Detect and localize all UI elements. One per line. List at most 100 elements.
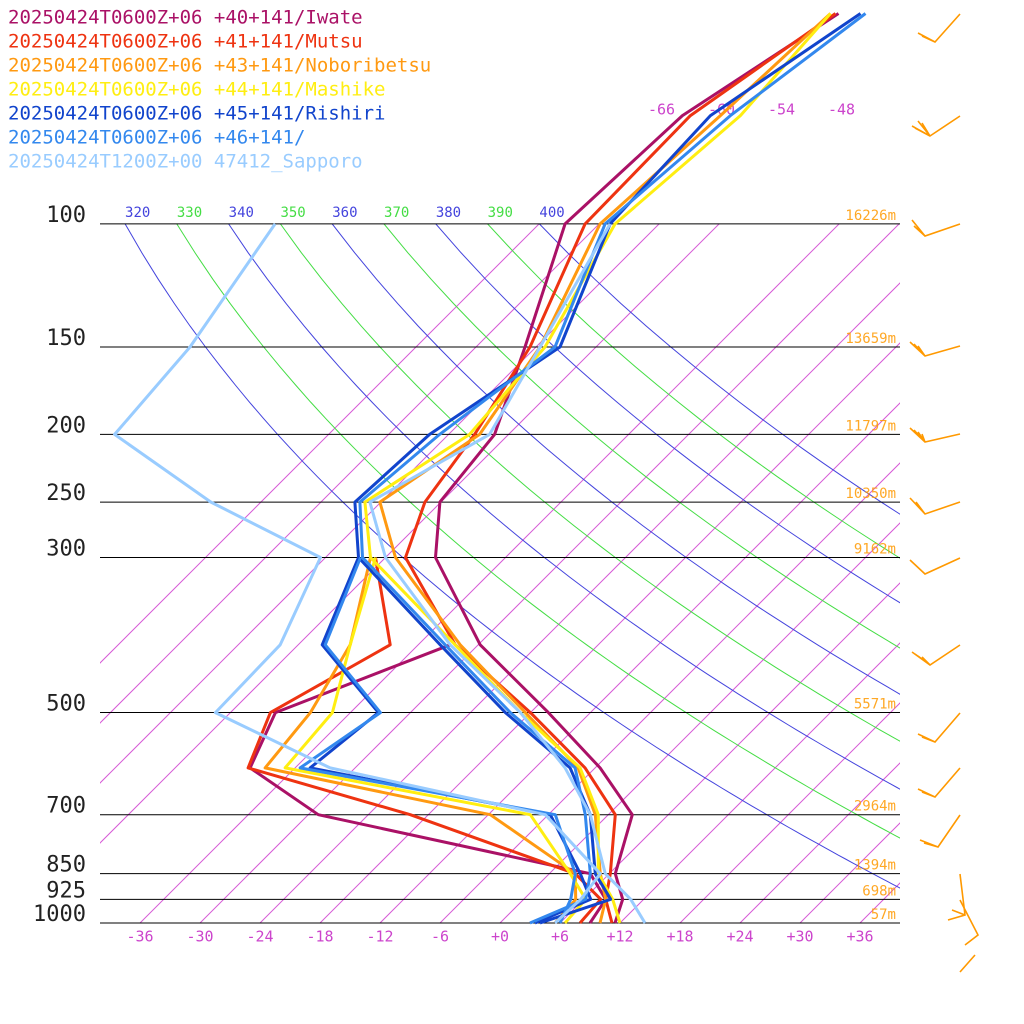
temperature-line	[434, 12, 840, 924]
dry-adiabat	[487, 224, 900, 559]
isotherm	[859, 882, 900, 923]
legend-entry: 20250424T0600Z+06 +40+141/Iwate	[8, 7, 363, 29]
theta-label: 360	[332, 205, 357, 221]
x-tick-label: +0	[491, 928, 509, 946]
x-tick-label: -24	[246, 928, 273, 946]
isotherm	[100, 224, 600, 724]
wind-barb	[909, 557, 961, 575]
dewpoint-line	[246, 557, 603, 924]
isotherm	[799, 822, 900, 923]
wind-barb	[919, 814, 961, 848]
theta-label: 320	[125, 205, 150, 221]
dewpoint-line	[298, 556, 577, 924]
legend-entry: 20250424T0600Z+06 +41+141/Mutsu	[8, 31, 363, 53]
height-label: 9162m	[854, 541, 896, 557]
x-tick-label: +12	[606, 928, 633, 946]
wind-barb	[911, 644, 961, 666]
pressure-label: 1000	[33, 902, 86, 927]
background-lines	[100, 224, 900, 923]
isotherm	[499, 522, 900, 923]
height-label: 13659m	[845, 331, 896, 347]
dry-adiabat	[331, 224, 900, 695]
height-label: 57m	[871, 907, 896, 923]
wind-barb	[909, 497, 961, 515]
isotherm	[100, 224, 660, 784]
height-label: 1394m	[854, 858, 896, 874]
isotherm	[259, 282, 900, 923]
wind-barb	[909, 427, 961, 443]
isotherm-label: -54	[768, 101, 795, 119]
height-label: 5571m	[854, 697, 896, 713]
dewpoint-line	[263, 557, 578, 924]
x-tick-label: +6	[551, 928, 569, 946]
wind-barb	[909, 341, 961, 357]
pressure-label: 100	[46, 203, 86, 228]
height-label: 698m	[862, 883, 896, 899]
theta-label: 400	[539, 205, 564, 221]
x-tick-label: -30	[186, 928, 213, 946]
pressure-label: 850	[46, 853, 86, 878]
isotherm-label: -48	[828, 101, 855, 119]
height-label: 11797m	[845, 418, 896, 434]
x-tick-label: +18	[666, 928, 693, 946]
wind-barb	[917, 13, 961, 44]
dry-adiabat	[279, 224, 900, 742]
legend-entry: 20250424T0600Z+06 +43+141/Noboribetsu	[8, 55, 431, 77]
x-tick-label: +36	[846, 928, 873, 946]
dry-adiabat	[124, 224, 900, 889]
x-tick-label: -6	[431, 928, 449, 946]
dry-adiabat	[383, 224, 900, 649]
isotherm	[619, 642, 900, 923]
pressure-label: 500	[46, 692, 86, 717]
height-label: 10350m	[845, 486, 896, 502]
pressure-label: 250	[46, 481, 86, 506]
wind-barb	[959, 899, 980, 973]
isotherm	[439, 462, 900, 923]
wind-barbs	[909, 13, 980, 973]
wind-barb	[917, 767, 961, 798]
isotherm	[559, 582, 900, 923]
x-tick-label: -18	[306, 928, 333, 946]
height-label: 2964m	[854, 799, 896, 815]
isotherm-label: -66	[648, 101, 675, 119]
theta-label: 370	[384, 205, 409, 221]
temperature-line	[353, 12, 862, 925]
theta-label: 350	[280, 205, 305, 221]
wind-barb	[947, 873, 966, 921]
dry-adiabat	[176, 224, 900, 839]
pressure-label: 300	[46, 536, 86, 561]
x-tick-label: +30	[786, 928, 813, 946]
isotherm	[679, 702, 900, 923]
pressure-label: 925	[46, 878, 86, 903]
isotherm	[100, 224, 720, 844]
x-tick-label: +24	[726, 928, 753, 946]
legend-entry: 20250424T0600Z+06 +44+141/Mashike	[8, 79, 386, 101]
temperature-line	[404, 12, 837, 924]
temperature-line	[378, 12, 832, 924]
isotherm	[199, 224, 900, 923]
temperature-line	[363, 12, 832, 924]
legend-entry: 20250424T0600Z+06 +45+141/Rishiri	[8, 103, 386, 125]
theta-label: 380	[436, 205, 461, 221]
x-tick-label: -36	[126, 928, 153, 946]
legend-entry: 20250424T1200Z+00 47412_Sapporo	[8, 151, 363, 173]
legend-entry: 20250424T0600Z+06 +46+141/	[8, 127, 305, 149]
pressure-label: 700	[46, 794, 86, 819]
dewpoint-line	[113, 223, 602, 925]
temperature-line	[368, 223, 647, 924]
isotherm	[739, 762, 900, 923]
pressure-label: 200	[46, 413, 86, 438]
height-label: 16226m	[845, 208, 896, 224]
isotherm	[319, 342, 900, 923]
wind-barb	[917, 712, 961, 743]
theta-label: 390	[488, 205, 513, 221]
isotherm	[379, 402, 900, 923]
wind-barb	[911, 115, 961, 137]
dry-adiabat	[538, 224, 900, 515]
theta-label: 330	[177, 205, 202, 221]
x-tick-label: -12	[366, 928, 393, 946]
dry-adiabat	[435, 224, 900, 604]
theta-label: 340	[229, 205, 254, 221]
wind-barb	[911, 219, 961, 237]
